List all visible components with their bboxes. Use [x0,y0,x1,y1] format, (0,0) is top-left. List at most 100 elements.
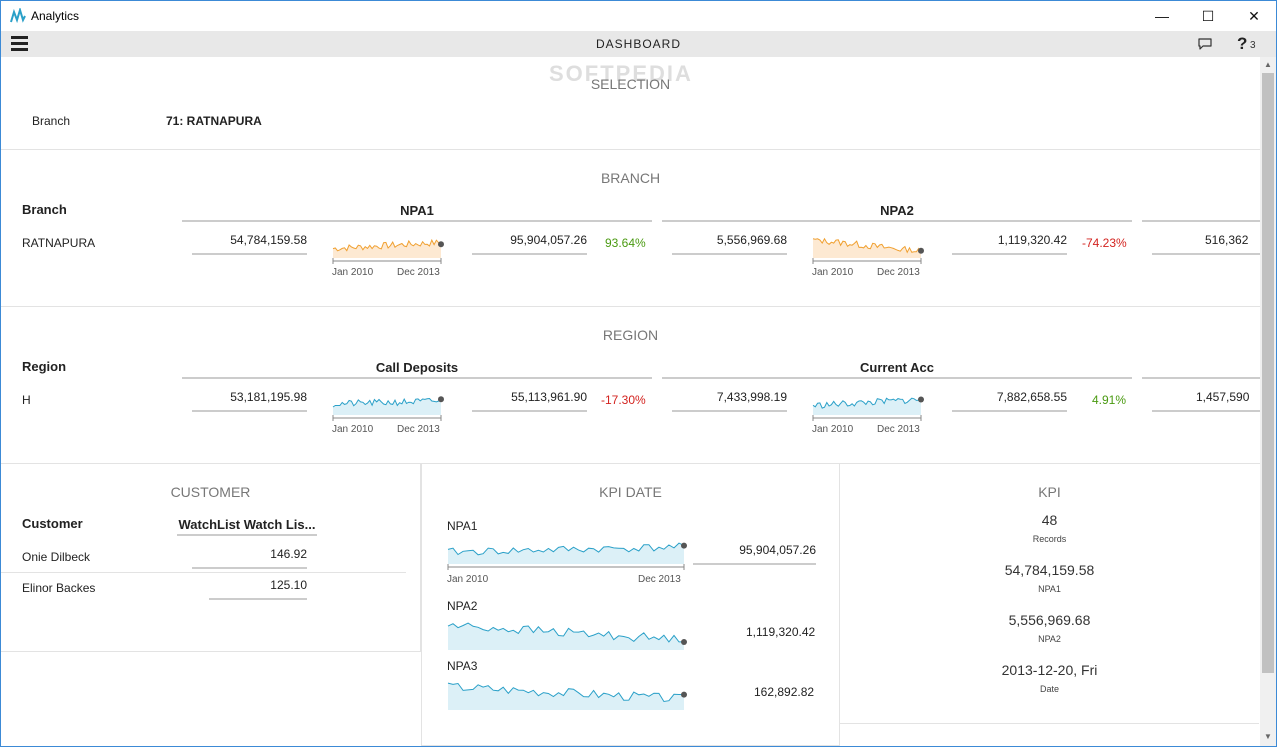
branch-row-label[interactable]: RATNAPURA [22,236,96,250]
sparkline-end-dot [438,396,444,403]
measure-header-current-acc[interactable]: Current Acc [662,357,1132,379]
region-row-header: Region [22,359,67,374]
analytics-logo-icon [10,8,26,24]
customer-value: 125.10 [209,578,307,600]
menu-icon[interactable] [11,36,29,52]
sparkline-line [447,542,685,556]
sparkline-axis [812,258,922,264]
row-divider [1,572,406,573]
axis-end-label: Dec 2013 [877,424,920,435]
sparkline-area [448,543,684,564]
start-value: 54,784,159.58 [192,233,307,255]
sparkline-axis [447,564,685,570]
axis-start-label: Jan 2010 [332,424,374,435]
axis-start-label: Jan 2010 [447,574,489,585]
measure-header-call-deposits[interactable]: Call Deposits [182,357,652,379]
sparkline-area [813,238,921,258]
minimize-button[interactable]: — [1155,8,1169,24]
maximize-button[interactable]: ☐ [1201,7,1215,24]
start-value: 7,433,998.19 [672,390,787,412]
scroll-down-icon[interactable]: ▼ [1264,732,1272,741]
vertical-scrollbar[interactable]: ▲ ▼ [1260,57,1276,746]
kpi-value: 54,784,159.58 [1004,562,1095,578]
customer-col-header: Customer [22,516,83,531]
change-percent: 4.91% [1092,393,1127,407]
sparkline-axis [332,415,442,421]
measure-header-npa1[interactable]: NPA1 [182,200,652,222]
sparkline-area [448,683,684,710]
kpi-value: 2013-12-20, Fri [1001,662,1098,678]
sparkline-area [333,240,441,258]
kpi-label: Records [1032,534,1067,544]
sparkline-area [448,623,684,650]
sparkline-npa2 [812,237,924,264]
customer-title: CUSTOMER [170,484,251,500]
change-percent: -17.30% [601,393,646,407]
selection-label: Branch [32,114,71,128]
scroll-thumb[interactable] [1262,73,1274,673]
sparkline-line [447,682,685,703]
axis-start-label: Jan 2010 [812,267,854,278]
sparkline-axis [812,415,922,421]
kpi-label: Date [1039,684,1059,694]
selection-title: SELECTION [590,76,671,92]
sparkline-line [812,397,922,409]
measure-header-partial[interactable] [1142,200,1260,222]
title-bar: Analytics — ☐ ✕ [1,1,1276,31]
partial-value: 516,362 [1152,233,1260,255]
kpi-date-label-npa3: NPA3 [447,659,478,673]
sparkline-line [447,622,684,643]
kpi-npa2: 5,556,969.68 NPA2 [840,612,1259,644]
toolbar: SOFTPEDIA DASHBOARD ? 3 [1,31,1276,86]
kpi-label: NPA1 [1038,584,1061,594]
kpi-panel: KPI 48 Records 54,784,159.58 NPA1 5,556,… [840,464,1259,724]
sparkline-end-dot [681,638,687,645]
scroll-up-icon[interactable]: ▲ [1264,60,1272,69]
kpi-sparkline-npa1 [447,542,687,570]
branch-section: BRANCH Branch RATNAPURA NPA1 54,784,159.… [1,150,1260,307]
sparkline-call-deposits [332,396,444,421]
axis-end-label: Dec 2013 [397,267,440,278]
watchlist-header[interactable]: WatchList Watch Lis... [177,514,317,536]
selection-section: SELECTION Branch 71: RATNAPURA [1,57,1260,150]
kpi-date-value-npa3: 162,892.82 [754,685,815,699]
end-value: 1,119,320.42 [952,233,1067,255]
kpi-date-value-npa1: 95,904,057.26 [693,543,816,565]
kpi-date-label-npa2: NPA2 [447,599,478,613]
kpi-date-label-npa1: NPA1 [447,519,478,533]
kpi-sparkline-npa2 [447,622,687,650]
kpi-date-title: KPI DATE [599,484,662,500]
change-percent: 93.64% [605,236,646,250]
sparkline-end-dot [918,396,924,403]
help-icon[interactable]: ? [1237,34,1248,53]
close-button[interactable]: ✕ [1248,7,1260,24]
kpi-sparkline-npa3 [447,682,687,710]
end-value: 55,113,961.90 [472,390,587,412]
selection-value[interactable]: 71: RATNAPURA [166,114,262,128]
kpi-date-panel: KPI DATE NPA1 Jan 2010 Dec 2013 95,904,0… [421,464,840,746]
measure-header-npa2[interactable]: NPA2 [662,200,1132,222]
watermark: SOFTPEDIA [549,61,693,86]
region-section: REGION Region H Call Deposits 53,181,195… [1,307,1260,464]
customer-name[interactable]: Elinor Backes [22,581,96,595]
customer-panel: CUSTOMER Customer WatchList Watch Lis...… [1,464,421,652]
end-value: 7,882,658.55 [952,390,1067,412]
sparkline-line [332,238,442,252]
axis-start-label: Jan 2010 [332,267,374,278]
branch-row-header: Branch [22,202,67,217]
sparkline-end-dot [681,542,687,549]
dashboard-title: DASHBOARD [595,37,681,51]
measure-header-partial[interactable] [1142,357,1260,379]
sparkline-end-dot [918,247,924,254]
kpi-date: 2013-12-20, Fri Date [840,662,1259,694]
customer-name[interactable]: Onie Dilbeck [22,550,91,564]
axis-end-label: Dec 2013 [638,574,681,585]
start-value: 53,181,195.98 [192,390,307,412]
sparkline-line [812,237,922,254]
region-row-label[interactable]: H [22,393,31,407]
partial-value: 1,457,590 [1152,390,1260,412]
comment-icon[interactable] [1197,37,1213,51]
axis-end-label: Dec 2013 [397,424,440,435]
kpi-records: 48 Records [840,512,1259,544]
region-title: REGION [602,327,659,343]
